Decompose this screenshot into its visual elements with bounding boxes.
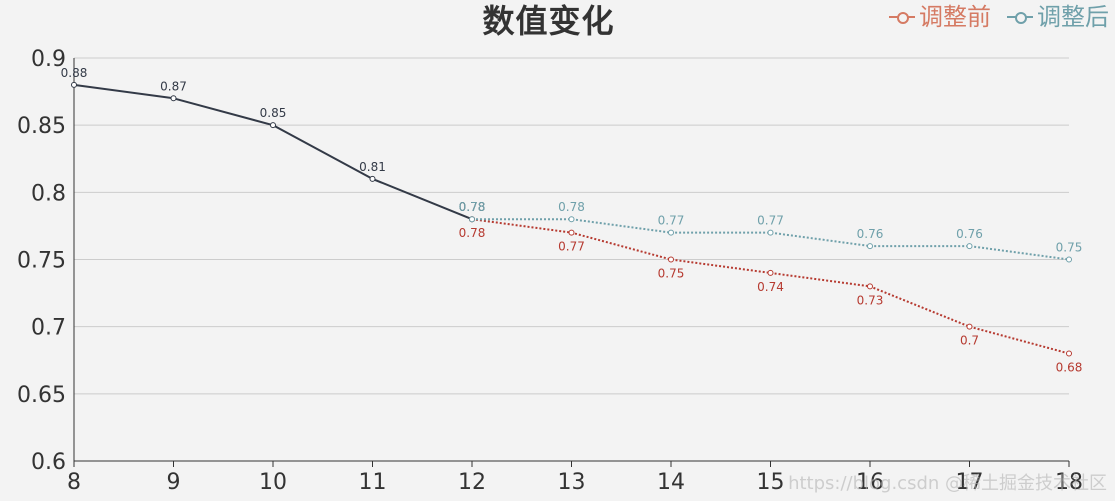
data-point-before[interactable] bbox=[867, 283, 873, 290]
legend-swatch-after bbox=[1007, 10, 1033, 24]
data-point-after[interactable] bbox=[767, 229, 774, 236]
chart-title: 数值变化 bbox=[482, 2, 615, 40]
data-point-baseline[interactable] bbox=[71, 81, 77, 88]
data-label-after: 0.78 bbox=[558, 200, 585, 214]
data-label-baseline: 0.81 bbox=[359, 160, 386, 174]
legend-item-after[interactable]: 调整后 bbox=[1007, 2, 1109, 32]
data-label-baseline: 0.87 bbox=[160, 79, 187, 93]
x-tick-label: 11 bbox=[359, 470, 387, 495]
axes: 0.6 0.65 0.7 0.75 0.8 0.85 0.9 8 9 10 11 12 13 14 15 16… bbox=[17, 47, 1083, 495]
y-tick-label: 0.8 bbox=[31, 181, 66, 206]
data-label-after: 0.75 bbox=[1056, 241, 1083, 255]
y-tick-label: 0.9 bbox=[31, 47, 66, 72]
x-tick-label: 14 bbox=[657, 470, 685, 495]
data-label-baseline: 0.78 bbox=[459, 200, 486, 214]
y-tick-label: 0.85 bbox=[17, 114, 66, 139]
data-point-after[interactable] bbox=[966, 243, 973, 250]
y-tick-label: 0.75 bbox=[17, 249, 66, 274]
data-label-before: 0.68 bbox=[1056, 361, 1083, 375]
data-point-after[interactable] bbox=[668, 229, 674, 236]
y-tick-label: 0.7 bbox=[31, 316, 66, 341]
data-label-after: 0.78 bbox=[459, 200, 486, 214]
data-label-after: 0.77 bbox=[757, 214, 784, 228]
x-tick-label: 16 bbox=[856, 470, 884, 495]
data-point-after[interactable] bbox=[568, 216, 575, 223]
x-tick-label: 9 bbox=[167, 470, 181, 495]
data-point-baseline[interactable] bbox=[369, 175, 376, 182]
data-point-baseline[interactable] bbox=[170, 95, 177, 102]
x-tick-label: 18 bbox=[1055, 470, 1083, 495]
data-point-before[interactable] bbox=[1066, 350, 1072, 357]
data-point-after[interactable] bbox=[867, 243, 873, 250]
data-label-before: 0.7 bbox=[960, 334, 979, 348]
data-point-after[interactable] bbox=[1066, 256, 1072, 263]
x-tick-label: 8 bbox=[67, 470, 81, 495]
legend-item-before[interactable]: 调整前 bbox=[889, 2, 991, 32]
legend-swatch-before bbox=[889, 10, 915, 24]
grid-lines bbox=[74, 57, 1069, 395]
data-point-baseline[interactable] bbox=[270, 122, 276, 129]
series-line-baseline bbox=[73, 83, 473, 221]
data-point-before[interactable] bbox=[568, 229, 575, 236]
watermark: https://blog.csdn @稀土掘金技术社区 bbox=[788, 473, 1107, 494]
x-tick-label: 13 bbox=[558, 470, 586, 495]
x-tick-label: 17 bbox=[956, 470, 984, 495]
data-label-baseline: 0.88 bbox=[61, 66, 88, 80]
y-tick-label: 0.65 bbox=[17, 383, 66, 408]
data-label-baseline: 0.85 bbox=[260, 106, 287, 120]
data-label-after: 0.77 bbox=[658, 214, 685, 228]
data-label-before: 0.74 bbox=[757, 280, 784, 294]
data-point-before[interactable] bbox=[668, 256, 674, 263]
data-point-before[interactable] bbox=[966, 323, 973, 330]
data-label-after: 0.76 bbox=[857, 227, 884, 241]
y-tick-label: 0.6 bbox=[31, 450, 66, 475]
data-label-before: 0.78 bbox=[459, 226, 486, 240]
data-labels: 0.88 0.87 0.85 0.81 0.78 0.78 0.77 0.75 0.74 0.73… bbox=[61, 66, 1083, 375]
data-point-after[interactable] bbox=[469, 216, 475, 223]
x-tick-label: 12 bbox=[458, 470, 486, 495]
legend-label-before: 调整前 bbox=[919, 3, 991, 31]
data-label-before: 0.75 bbox=[658, 267, 685, 281]
data-label-before: 0.73 bbox=[857, 293, 884, 307]
x-tick-label: 10 bbox=[259, 470, 287, 495]
data-label-after: 0.76 bbox=[956, 227, 983, 241]
data-label-before: 0.77 bbox=[558, 240, 585, 254]
data-point-before[interactable] bbox=[767, 269, 774, 276]
series-lines bbox=[71, 81, 1072, 357]
legend-label-after: 调整后 bbox=[1037, 3, 1109, 31]
chart-legend: 调整前 调整后 bbox=[889, 2, 1109, 32]
x-tick-label: 15 bbox=[757, 470, 785, 495]
